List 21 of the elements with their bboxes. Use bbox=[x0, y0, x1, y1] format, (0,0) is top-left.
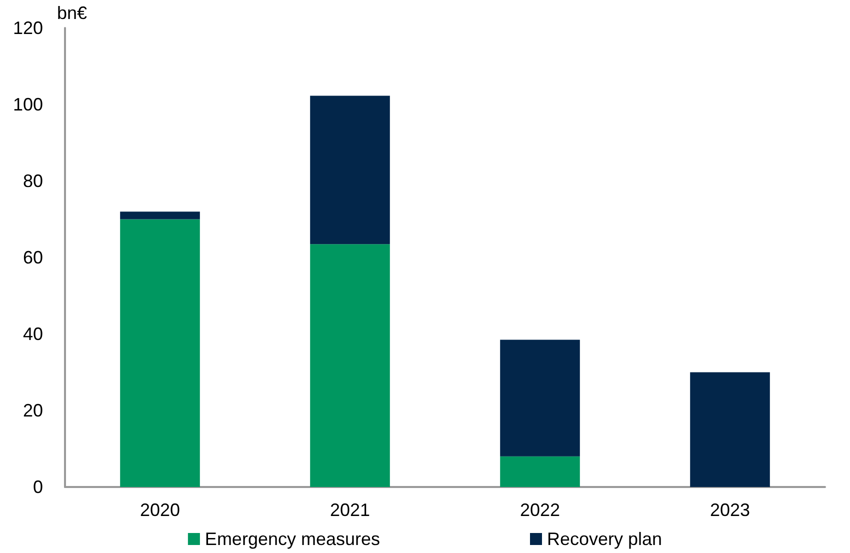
y-tick-label: 60 bbox=[22, 248, 43, 268]
x-tick-label: 2020 bbox=[140, 500, 180, 520]
y-tick-label: 120 bbox=[12, 18, 43, 38]
y-tick-label: 40 bbox=[22, 324, 43, 344]
legend-label: Emergency measures bbox=[204, 529, 380, 549]
bar bbox=[310, 96, 390, 244]
bar bbox=[310, 244, 390, 487]
y-tick-label: 80 bbox=[22, 171, 43, 191]
bar bbox=[690, 372, 770, 487]
x-tick-label: 2023 bbox=[710, 500, 750, 520]
y-tick-label: 0 bbox=[32, 477, 43, 497]
bar bbox=[120, 212, 200, 220]
y-axis-title: bn€ bbox=[57, 3, 88, 23]
bar bbox=[500, 340, 580, 456]
x-tick-label: 2021 bbox=[330, 500, 370, 520]
bar bbox=[500, 456, 580, 487]
x-tick-label: 2022 bbox=[520, 500, 560, 520]
y-tick-label: 20 bbox=[22, 400, 43, 420]
bar bbox=[120, 219, 200, 487]
legend-label: Recovery plan bbox=[547, 529, 662, 549]
y-tick-label: 100 bbox=[12, 94, 43, 114]
